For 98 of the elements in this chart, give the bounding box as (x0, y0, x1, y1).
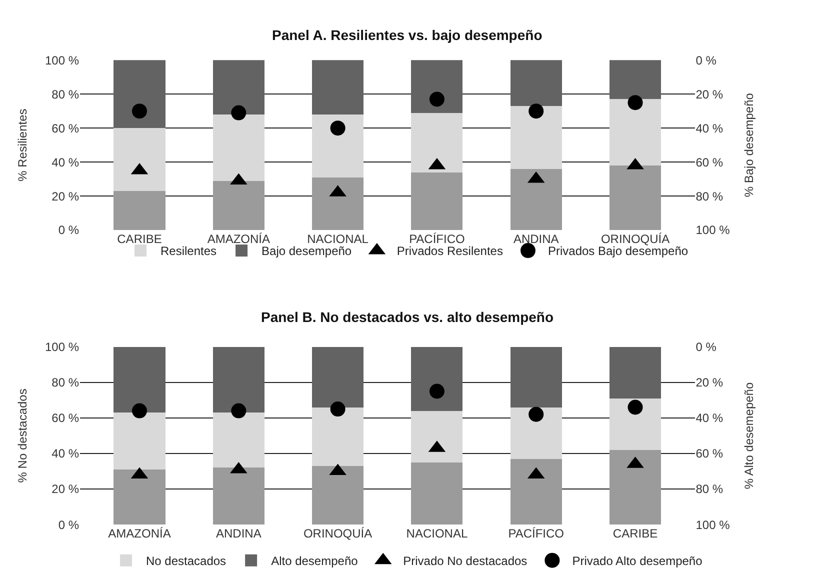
y2-tick-label: 20 % (696, 376, 724, 390)
point (429, 384, 444, 399)
x-tick-label: ORINOQUÍA (600, 232, 670, 246)
point (628, 95, 643, 110)
legend-label: Alto desempeño (271, 554, 358, 568)
y-axis-title: % No destacados (15, 388, 30, 483)
x-tick-label: NACIONAL (307, 232, 369, 246)
y2-tick-label: 60 % (696, 155, 724, 170)
bar (411, 112, 463, 172)
x-tick-label: CARIBE (612, 526, 658, 541)
chart-title: Panel A. Resilientes vs. bajo desempeño (272, 27, 542, 43)
bar (312, 114, 364, 178)
bar (609, 398, 662, 450)
bar (312, 346, 364, 408)
bar (411, 346, 463, 411)
point (231, 403, 246, 418)
y-tick-label: 40 % (52, 155, 80, 170)
y2-tick-label: 0 % (696, 53, 717, 68)
point (132, 104, 147, 119)
bar (411, 410, 463, 462)
y2-tick-label: 60 % (696, 446, 724, 461)
bar (609, 450, 662, 525)
bar (510, 60, 562, 106)
bar (411, 60, 463, 113)
y2-tick-label: 100 % (696, 518, 730, 532)
y-axis-title: % Resilientes (15, 108, 30, 182)
y2-axis-title: % Bajo desempeño (742, 92, 756, 198)
point (330, 120, 346, 136)
y-tick-label: 20 % (52, 189, 80, 204)
y2-tick-label: 40 % (696, 121, 724, 136)
bar (114, 190, 166, 230)
bar (510, 168, 562, 230)
bar (510, 458, 562, 525)
y-tick-label: 60 % (52, 411, 80, 426)
bar (114, 128, 166, 191)
y-tick-label: 60 % (52, 121, 80, 136)
bar (510, 106, 562, 169)
y-tick-label: 80 % (52, 376, 80, 390)
bar (114, 346, 166, 413)
bar (212, 114, 264, 181)
legend-label: No destacados (146, 554, 226, 568)
legend-label: Bajo desempeño (262, 244, 352, 258)
y2-tick-label: 80 % (696, 189, 724, 204)
bar (212, 346, 264, 413)
legend-label: Resilentes (160, 244, 217, 258)
bar (609, 165, 662, 230)
y2-tick-label: 20 % (696, 87, 724, 102)
y-tick-label: 0 % (58, 518, 80, 532)
legend-label: Privado No destacados (403, 554, 528, 568)
y2-tick-label: 80 % (696, 482, 724, 496)
point (429, 92, 444, 107)
bar (411, 172, 463, 230)
bar (510, 346, 562, 408)
bar (312, 466, 364, 525)
y2-tick-label: 0 % (696, 340, 717, 354)
bar (312, 60, 364, 114)
bar (212, 180, 264, 230)
bar (212, 60, 264, 114)
x-tick-label: AMAZONÍA (207, 232, 270, 246)
point (330, 402, 346, 417)
y2-tick-label: 40 % (696, 411, 724, 426)
x-tick-label: AMAZONÍA (108, 526, 171, 541)
y-tick-label: 100 % (44, 340, 80, 354)
y-tick-label: 40 % (52, 446, 80, 461)
point (528, 104, 544, 119)
y2-tick-label: 100 % (696, 223, 730, 238)
point (628, 400, 643, 415)
legend-label: Privados Resilentes (396, 244, 503, 258)
bar (609, 60, 662, 100)
bar (114, 412, 166, 470)
y-tick-label: 0 % (58, 223, 80, 238)
x-tick-label: PACÍFICO (409, 232, 465, 246)
bar (510, 407, 562, 459)
point (132, 403, 147, 418)
bar (312, 177, 364, 230)
x-tick-label: ANDINA (513, 232, 559, 246)
legend-label: Privados Bajo desempeño (548, 244, 688, 258)
y-tick-label: 80 % (52, 87, 80, 102)
point (528, 406, 544, 422)
bar (411, 462, 463, 525)
x-tick-label: ORINOQUÍA (303, 526, 372, 541)
y2-axis-title: % Alto desemepeño (742, 382, 756, 490)
bar (212, 468, 264, 525)
bar (609, 346, 662, 398)
point (231, 105, 246, 120)
bar (114, 60, 166, 128)
y-tick-label: 20 % (52, 482, 80, 496)
bar (114, 469, 166, 525)
x-tick-label: ANDINA (216, 526, 262, 541)
bar (609, 99, 662, 166)
y-tick-label: 100 % (44, 53, 80, 68)
x-tick-label: NACIONAL (406, 526, 468, 541)
chart-title: Panel B. No destacados vs. alto desempeño (261, 309, 554, 325)
bar (212, 412, 264, 468)
bar (312, 407, 364, 466)
x-tick-label: CARIBE (117, 232, 162, 246)
legend-label: Privado Alto desempeño (572, 554, 703, 568)
x-tick-label: PACÍFICO (508, 526, 564, 541)
